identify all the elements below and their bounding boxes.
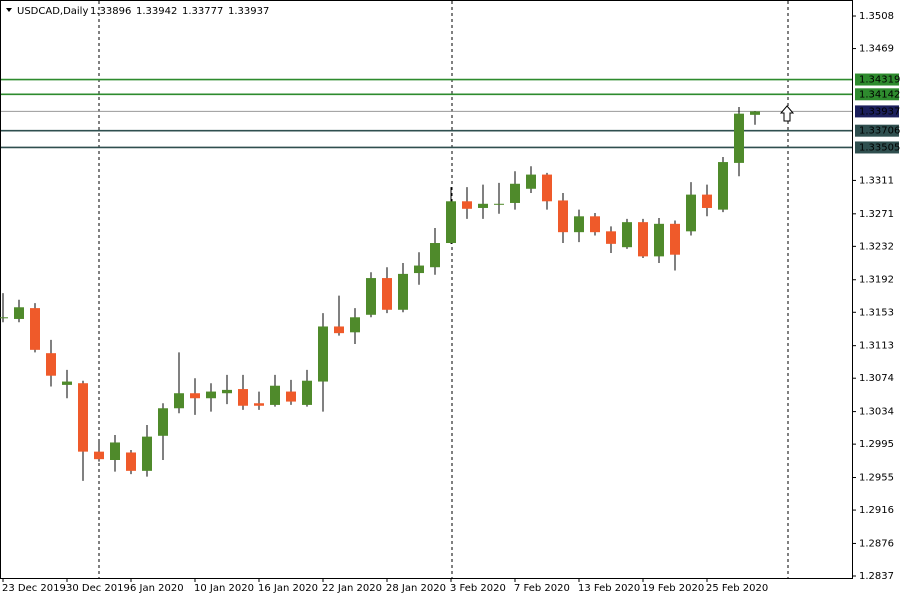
level-box xyxy=(855,88,899,101)
candle-body xyxy=(430,243,440,268)
candle-body xyxy=(750,111,760,115)
level-label: 1.34142 xyxy=(859,89,900,100)
levels: 1.34319 1.34142 1.33937 1.33706 1.33505 xyxy=(1,73,900,154)
candle-body xyxy=(478,203,488,208)
x-tick-label: 10 Jan 2020 xyxy=(194,583,254,594)
candle-body xyxy=(734,113,744,163)
candle-body xyxy=(414,265,424,274)
level-label: 1.33706 xyxy=(859,126,900,137)
candle-body xyxy=(606,231,616,244)
x-tick-label: 19 Feb 2020 xyxy=(642,583,704,594)
menu-triangle xyxy=(6,8,12,12)
y-tick-label: 1.3469 xyxy=(859,44,894,55)
x-tick-label: 28 Jan 2020 xyxy=(386,583,446,594)
candle-body xyxy=(446,201,456,244)
y-tick-label: 1.2837 xyxy=(859,571,894,582)
candle-body xyxy=(222,389,232,394)
y-tick-label: 1.3034 xyxy=(859,407,894,418)
candle-body xyxy=(318,326,328,382)
candle-body xyxy=(382,278,392,310)
candle-body xyxy=(238,389,248,406)
candle-body xyxy=(558,200,568,233)
x-tick-label: 23 Dec 2019 xyxy=(2,583,66,594)
x-tick-label: 25 Feb 2020 xyxy=(706,583,768,594)
level-label: 1.33937 xyxy=(859,106,900,117)
arrow-icon xyxy=(779,105,795,122)
candle-body xyxy=(542,174,552,202)
candles xyxy=(0,106,760,481)
symbol-label: USDCAD,Daily xyxy=(17,6,88,17)
candle-body xyxy=(686,194,696,232)
x-tick-label: 13 Feb 2020 xyxy=(578,583,640,594)
candle-body xyxy=(590,216,600,233)
candle-body xyxy=(334,326,344,334)
level-box xyxy=(855,105,899,118)
y-tick-label: 1.3311 xyxy=(859,175,894,186)
candle-body xyxy=(126,452,136,471)
candle-body xyxy=(270,385,280,405)
ohlc-close: 1.33937 xyxy=(228,6,269,17)
candle-body xyxy=(78,383,88,452)
y-tick-label: 1.3232 xyxy=(859,241,894,252)
candle-body xyxy=(574,216,584,233)
candle-body xyxy=(494,203,504,205)
candle-body xyxy=(110,442,120,460)
y-tick-label: 1.3271 xyxy=(859,209,894,220)
candle-body xyxy=(46,353,56,376)
ohlc-open: 1.33896 xyxy=(90,6,131,17)
candle-body xyxy=(286,391,296,402)
candle-body xyxy=(302,380,312,405)
candle-body xyxy=(62,381,72,385)
y-tick-label: 1.2876 xyxy=(859,538,894,549)
candle-body xyxy=(638,222,648,257)
candle-body xyxy=(94,451,104,460)
x-tick-label: 30 Dec 2019 xyxy=(66,583,130,594)
candle-body xyxy=(702,194,712,208)
candle-body xyxy=(158,408,168,436)
candle-body xyxy=(30,308,40,350)
level-box xyxy=(855,73,899,86)
y-tick-label: 1.3113 xyxy=(859,341,894,352)
candle-body xyxy=(622,222,632,248)
x-tick-label: 3 Feb 2020 xyxy=(450,583,506,594)
candle-body xyxy=(398,273,408,310)
x-tick-label: 7 Feb 2020 xyxy=(514,583,570,594)
y-tick-label: 1.3074 xyxy=(859,373,894,384)
y-tick-label: 1.3153 xyxy=(859,307,894,318)
x-tick-label: 6 Jan 2020 xyxy=(130,583,184,594)
candle-body xyxy=(526,174,536,189)
ohlc-high: 1.33942 xyxy=(136,6,177,17)
candle-body xyxy=(350,317,360,333)
candle-body xyxy=(462,201,472,209)
level-box xyxy=(855,124,899,137)
candle-body xyxy=(142,436,152,471)
candle-body xyxy=(190,393,200,399)
y-tick-label: 1.2995 xyxy=(859,439,894,450)
x-tick-label: 22 Jan 2020 xyxy=(322,583,382,594)
y-tick-label: 1.3192 xyxy=(859,275,894,286)
candle-body xyxy=(206,391,216,399)
candle-body xyxy=(174,393,184,409)
level-label: 1.34319 xyxy=(859,75,900,86)
candle-body xyxy=(366,278,376,315)
candle-body xyxy=(14,307,24,319)
plot-frame xyxy=(0,0,853,579)
y-tick-label: 1.3508 xyxy=(859,11,894,22)
candle-body xyxy=(510,183,520,203)
y-tick-label: 1.2916 xyxy=(859,505,894,516)
candle-body xyxy=(654,223,664,257)
candle-body xyxy=(718,162,728,210)
level-label: 1.33505 xyxy=(859,142,900,153)
candle-body xyxy=(254,403,264,406)
y-tick-label: 1.2955 xyxy=(859,473,894,484)
x-tick-label: 16 Jan 2020 xyxy=(258,583,318,594)
level-box xyxy=(855,141,899,154)
candle-body xyxy=(0,317,8,319)
candle-body xyxy=(670,223,680,255)
ohlc-low: 1.33777 xyxy=(182,6,223,17)
